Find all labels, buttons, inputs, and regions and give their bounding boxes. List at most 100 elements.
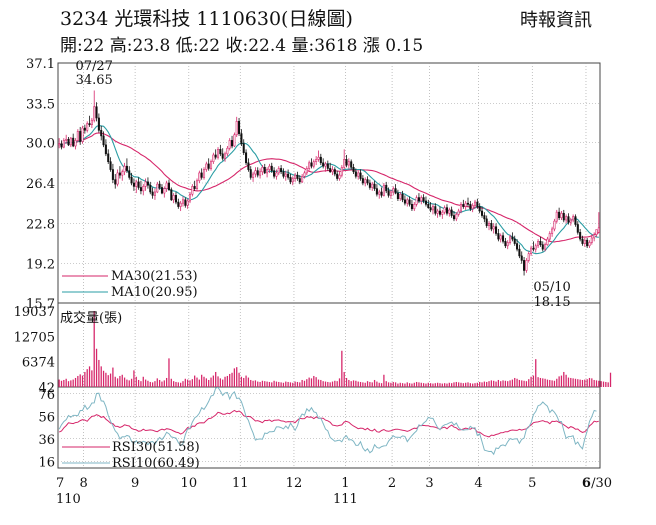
volume-bar [348, 379, 350, 387]
volume-bar [455, 381, 457, 387]
volume-bar [261, 380, 264, 387]
volume-bar [514, 377, 516, 387]
candle-body [324, 163, 327, 167]
ma-legend-label-ma30: MA30(21.53) [111, 269, 198, 284]
volume-bar [584, 379, 586, 387]
volume-bar [317, 379, 320, 387]
volume-tick-label: 6374 [22, 356, 55, 371]
candle-body [544, 244, 547, 250]
volume-bar [158, 379, 161, 387]
volume-bar [60, 380, 63, 387]
volume-bar [607, 382, 609, 387]
rsi-line-rsi10 [58, 386, 597, 456]
candle-body [466, 202, 470, 205]
volume-bar [462, 383, 464, 387]
candle-body [406, 199, 409, 204]
volume-bar [600, 381, 602, 387]
volume-bar [259, 381, 261, 387]
volume-bar [602, 381, 605, 387]
high-value-label: 34.65 [76, 73, 113, 88]
volume-bar [567, 377, 570, 387]
candle-body [107, 153, 110, 162]
volume-bar [549, 379, 551, 387]
volume-bar [366, 381, 369, 387]
candle-body [65, 138, 68, 141]
volume-bar [565, 374, 567, 387]
volume-bar [114, 376, 116, 387]
volume-bar [399, 382, 401, 387]
volume-bar [509, 380, 511, 387]
candle-body [364, 179, 367, 184]
rsi-tick-label: 16 [38, 455, 55, 470]
candle-body [149, 184, 152, 193]
volume-bar [79, 374, 81, 387]
volume-bar [479, 381, 481, 387]
volume-bar [467, 382, 469, 387]
candle-body [212, 154, 215, 162]
volume-bar [184, 378, 186, 387]
candle-body [581, 238, 584, 244]
volume-bar [418, 382, 420, 387]
candle-body [492, 226, 495, 230]
candle-body [67, 138, 70, 146]
volume-bar [236, 367, 238, 387]
candle-body [291, 178, 294, 183]
candle-body [109, 161, 112, 170]
candle-body [319, 156, 322, 164]
volume-bar [116, 378, 119, 387]
volume-bar [65, 378, 67, 387]
volume-bar [310, 378, 313, 387]
volume-bar [448, 382, 450, 387]
candle-body [480, 210, 484, 216]
price-tick-label: 30.0 [26, 137, 55, 152]
volume-bar [371, 382, 373, 387]
candle-body [399, 193, 402, 200]
volume-bar [95, 348, 98, 387]
volume-bar [233, 368, 236, 387]
candle-body [275, 172, 278, 177]
candle-body [249, 169, 252, 178]
candle-body [537, 241, 540, 247]
candle-body [520, 255, 523, 261]
candle-body [553, 220, 556, 230]
candle-body [310, 162, 313, 167]
volume-bar [481, 382, 483, 387]
volume-bar [198, 379, 200, 387]
candle-body [385, 184, 388, 192]
candle-body [336, 173, 339, 179]
volume-bar [394, 382, 397, 387]
volume-bar [77, 375, 79, 387]
volume-bar [170, 378, 172, 387]
candle-body [207, 163, 210, 169]
candle-body [226, 147, 229, 155]
volume-bar [130, 378, 133, 387]
volume-bar [74, 377, 77, 387]
candle-body [132, 182, 135, 187]
candle-body [593, 234, 596, 239]
ma-line-ma30 [58, 132, 600, 243]
candle-body [128, 170, 131, 178]
volume-bar [296, 381, 299, 387]
candle-body [184, 199, 187, 206]
volume-bar [84, 371, 86, 387]
volume-bar [98, 359, 100, 387]
volume-bar [203, 376, 205, 387]
volume-bar [215, 371, 217, 387]
candle-body [125, 165, 128, 171]
rsi-legend-label-rsi10: RSI10(60.49) [112, 456, 200, 471]
candle-body [153, 191, 156, 196]
volume-bar [502, 380, 504, 387]
candle-body [523, 260, 526, 271]
volume-bar [605, 381, 607, 387]
candle-body [352, 166, 355, 173]
volume-bar [359, 381, 362, 387]
chart-title: 3234 光環科技 1110630(日線圖) [60, 8, 353, 30]
volume-bar [135, 376, 137, 387]
volume-bar [558, 376, 560, 387]
volume-bar [219, 378, 222, 387]
volume-bar [273, 380, 275, 387]
volume-bar [336, 381, 338, 387]
volume-bar [525, 381, 528, 387]
candle-body [72, 137, 75, 147]
candle-body [495, 226, 498, 234]
